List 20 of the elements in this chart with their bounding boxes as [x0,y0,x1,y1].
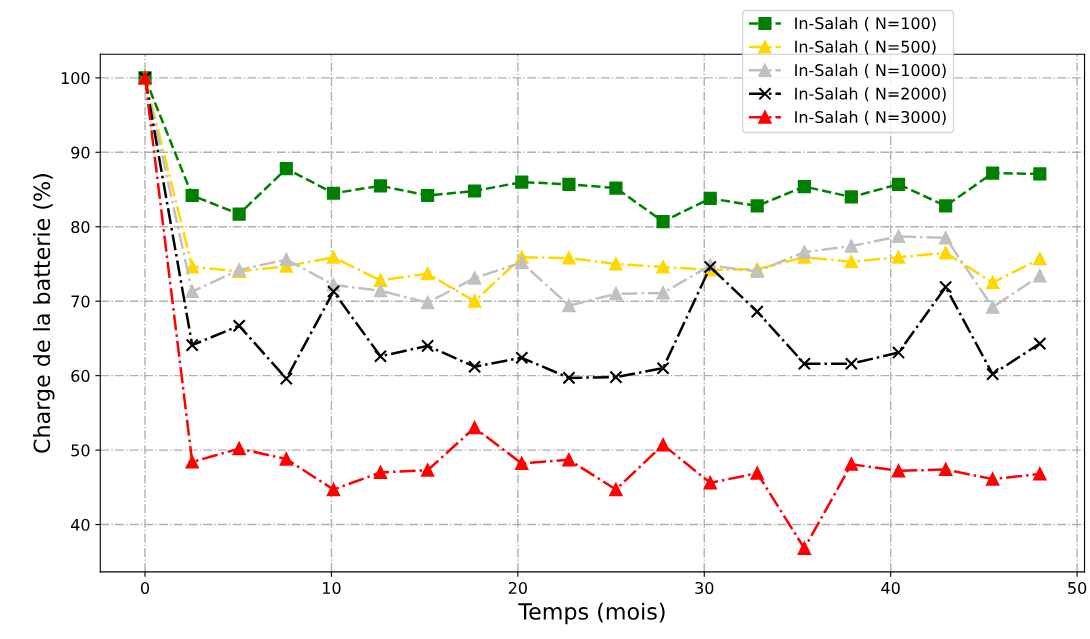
x-tick-label: 0 [140,581,150,594]
x-tick-label: 50 [1068,581,1087,594]
y-axis-title: Charge de la batterie (%) [33,174,55,453]
y-tick-label: 90 [71,146,90,159]
x-tick-label: 10 [323,581,341,594]
legend-label: In-Salah ( N=100) [795,16,936,32]
y-tick-label: 40 [71,518,90,531]
legend-label: In-Salah ( N=500) [795,40,936,55]
y-tick-label: 70 [71,295,90,308]
y-tick-label: 100 [61,72,90,85]
y-tick-label: 80 [71,220,90,234]
x-tick-label: 40 [881,581,900,594]
legend-label: In-Salah ( N=1000) [795,63,946,79]
x-tick-label: 20 [508,581,527,594]
y-tick-label: 50 [71,444,90,457]
y-tick-label: 60 [71,369,90,382]
legend-label: In-Salah ( N=3000) [795,110,946,125]
legend-label: In-Salah ( N=2000) [795,87,946,102]
x-axis-title: Temps (mois) [518,602,665,625]
x-tick-label: 30 [695,581,714,594]
